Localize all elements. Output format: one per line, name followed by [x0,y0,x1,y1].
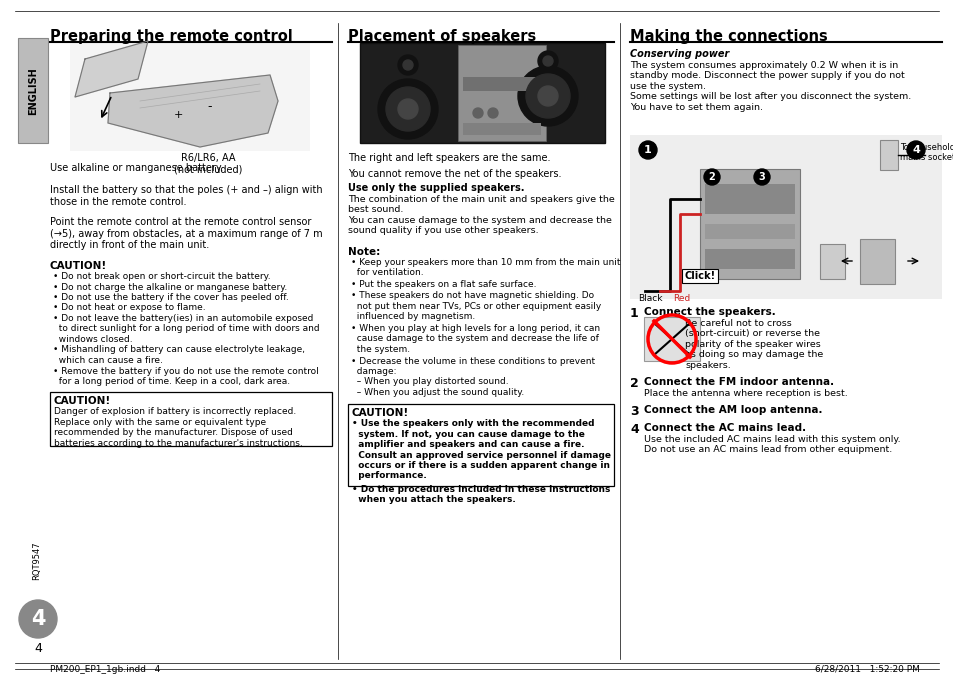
Text: 4: 4 [911,145,919,155]
Bar [704,249,794,269]
Text: RQT9547: RQT9547 [32,542,42,580]
Text: Note:: Note: [348,247,380,257]
Bar [859,239,894,284]
Circle shape [473,108,482,118]
Text: • Use the speakers only with the recommended
  system. If not, you can cause dam: • Use the speakers only with the recomme… [352,419,610,480]
Text: • Decrease the volume in these conditions to prevent
  damage:
  – When you play: • Decrease the volume in these condition… [351,357,595,397]
Circle shape [397,99,417,119]
Bar [457,45,545,141]
Circle shape [402,60,413,70]
Text: • Remove the battery if you do not use the remote control
  for a long period of: • Remove the battery if you do not use t… [53,366,318,386]
Text: Connect the AM loop antenna.: Connect the AM loop antenna. [643,405,821,415]
Bar [359,43,604,143]
Bar [462,123,540,135]
Text: Be careful not to cross
(short-circuit) or reverse the
polarity of the speaker w: Be careful not to cross (short-circuit) … [684,319,822,370]
Text: Making the connections: Making the connections [629,29,827,44]
Text: • These speakers do not have magnetic shielding. Do
  not put them near TVs, PCs: • These speakers do not have magnetic sh… [351,292,600,321]
Text: CAUTION!: CAUTION! [54,395,112,406]
Text: The combination of the main unit and speakers give the
best sound.
You can cause: The combination of the main unit and spe… [348,195,614,235]
Text: CAUTION!: CAUTION! [50,261,107,271]
Text: 3: 3 [758,172,764,182]
Bar [820,244,844,279]
Text: You cannot remove the net of the speakers.: You cannot remove the net of the speaker… [348,169,561,179]
Text: R6/LR6, AA
(not included): R6/LR6, AA (not included) [173,153,242,175]
Text: • When you play at high levels for a long period, it can
  cause damage to the s: • When you play at high levels for a lon… [351,324,599,354]
Circle shape [525,74,569,118]
Circle shape [753,169,769,185]
Circle shape [377,79,437,139]
Text: The right and left speakers are the same.: The right and left speakers are the same… [348,153,550,163]
Text: • Do not heat or expose to flame.: • Do not heat or expose to flame. [53,303,206,312]
Text: 1: 1 [643,145,651,155]
Text: Connect the FM indoor antenna.: Connect the FM indoor antenna. [643,377,833,387]
Bar [462,77,540,91]
Circle shape [537,51,558,71]
Circle shape [517,66,578,126]
Text: Placement of speakers: Placement of speakers [348,29,536,44]
Text: • Do not use the battery if the cover has peeled off.: • Do not use the battery if the cover ha… [53,293,289,302]
Text: Conserving power: Conserving power [629,49,728,59]
Bar [704,224,794,239]
Text: • Mishandling of battery can cause electrolyte leakage,
  which can cause a fire: • Mishandling of battery can cause elect… [53,346,305,365]
Bar [700,169,800,279]
Circle shape [542,56,553,66]
Circle shape [537,86,558,106]
Text: 3: 3 [629,405,638,418]
Text: Preparing the remote control: Preparing the remote control [50,29,293,44]
Bar [704,184,794,214]
Circle shape [386,87,430,131]
Text: ENGLISH: ENGLISH [28,67,38,115]
Text: 4: 4 [629,423,639,436]
Text: 2: 2 [629,377,639,390]
Text: To household
mains socket: To household mains socket [899,143,953,162]
Text: Connect the AC mains lead.: Connect the AC mains lead. [643,423,805,433]
Text: 4: 4 [34,643,42,656]
Circle shape [906,141,924,159]
Text: Danger of explosion if battery is incorrectly replaced.
Replace only with the sa: Danger of explosion if battery is incorr… [54,408,302,448]
Circle shape [639,141,657,159]
Bar [18,38,48,143]
Text: Point the remote control at the remote control sensor
(→5), away from obstacles,: Point the remote control at the remote c… [50,217,322,250]
Text: Use the included AC mains lead with this system only.
Do not use an AC mains lea: Use the included AC mains lead with this… [643,435,900,455]
Circle shape [488,108,497,118]
Text: • Do not break open or short-circuit the battery.: • Do not break open or short-circuit the… [53,272,271,281]
Bar [50,392,332,446]
Polygon shape [75,41,148,97]
Text: • Do not leave the battery(ies) in an automobile exposed
  to direct sunlight fo: • Do not leave the battery(ies) in an au… [53,314,319,344]
Text: • Do the procedures included in these instructions
  when you attach the speaker: • Do the procedures included in these in… [352,484,610,504]
Polygon shape [108,75,277,147]
Text: Use only the supplied speakers.: Use only the supplied speakers. [348,183,524,193]
Text: Install the battery so that the poles (+ and –) align with
those in the remote c: Install the battery so that the poles (+… [50,185,322,207]
Text: Place the antenna where reception is best.: Place the antenna where reception is bes… [643,389,847,398]
Text: Use alkaline or manganese battery.: Use alkaline or manganese battery. [50,163,223,173]
Text: 1: 1 [629,307,639,320]
Bar [348,404,614,486]
Text: Click!: Click! [683,271,715,281]
Bar [879,140,897,170]
Circle shape [19,600,57,638]
Text: PM200_EP1_1gb.indd   4: PM200_EP1_1gb.indd 4 [50,665,160,674]
Text: Red: Red [673,294,690,303]
Text: Black: Black [638,294,661,303]
Bar [629,135,941,299]
Bar [70,41,310,151]
Text: +: + [173,110,182,120]
Text: -: - [208,100,212,113]
Text: • Do not charge the alkaline or manganese battery.: • Do not charge the alkaline or manganes… [53,283,287,292]
Text: 4: 4 [30,609,45,629]
Text: 6/28/2011   1:52:20 PM: 6/28/2011 1:52:20 PM [814,665,919,674]
Text: The system consumes approximately 0.2 W when it is in
standby mode. Disconnect t: The system consumes approximately 0.2 W … [629,61,910,112]
Text: • Put the speakers on a flat safe surface.: • Put the speakers on a flat safe surfac… [351,280,536,289]
Text: CAUTION!: CAUTION! [352,408,409,417]
Circle shape [703,169,720,185]
Text: 2: 2 [708,172,715,182]
Text: • Keep your speakers more than 10 mm from the main unit
  for ventilation.: • Keep your speakers more than 10 mm fro… [351,258,619,277]
Circle shape [397,55,417,75]
Text: Connect the speakers.: Connect the speakers. [643,307,775,317]
Bar [643,317,700,361]
